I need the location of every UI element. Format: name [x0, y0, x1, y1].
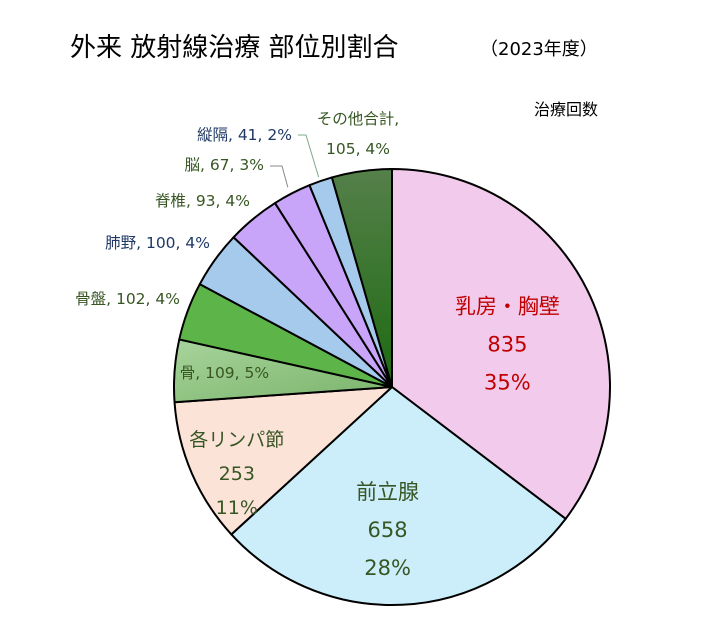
- slice-labels: 乳房・胸壁 835 35% 前立腺 658 28% 各リンパ節 253 11% 骨, 109, 5…: [75, 110, 560, 580]
- slice-label-name-2: 各リンパ節: [189, 429, 284, 451]
- slice-label-percent-0: 35%: [484, 371, 531, 395]
- slice-label-3: 骨, 109, 5%: [180, 364, 269, 382]
- pie-slice-1: [230, 386, 567, 606]
- slice-label-name-1: 前立腺: [356, 480, 419, 504]
- slice-label-6: 脊椎, 93, 4%: [155, 192, 250, 210]
- slice-label-percent-2: 11%: [216, 497, 258, 519]
- chart-subtitle: （2023年度）: [480, 39, 598, 60]
- slice-label-value-0: 835: [487, 333, 527, 357]
- slice-label-line1-9: その他合計,: [317, 110, 399, 128]
- leader-lines: [270, 134, 320, 188]
- chart-title: 外来 放射線治療 部位別割合: [70, 33, 399, 63]
- pie-slice-2: [173, 386, 393, 536]
- slice-label-name-0: 乳房・胸壁: [455, 295, 560, 319]
- slice-label-5: 肺野, 100, 4%: [105, 234, 210, 252]
- slice-label-8: 縦隔, 41, 2%: [197, 126, 292, 144]
- leader-line-7: [270, 165, 289, 188]
- slice-label-value-1: 658: [368, 518, 408, 542]
- leader-line-8: [298, 134, 320, 178]
- pie-slice-9: [330, 168, 393, 388]
- slice-label-7: 脳, 67, 3%: [184, 156, 264, 174]
- slice-label-percent-1: 28%: [364, 556, 411, 580]
- slice-label-value-2: 253: [219, 463, 255, 485]
- pie-slice-0: [391, 168, 611, 520]
- slice-label-4: 骨盤, 102, 4%: [75, 290, 180, 308]
- pie-slices: [173, 168, 611, 606]
- slice-label-line2-9: 105, 4%: [326, 140, 390, 158]
- corner-label: 治療回数: [534, 100, 598, 119]
